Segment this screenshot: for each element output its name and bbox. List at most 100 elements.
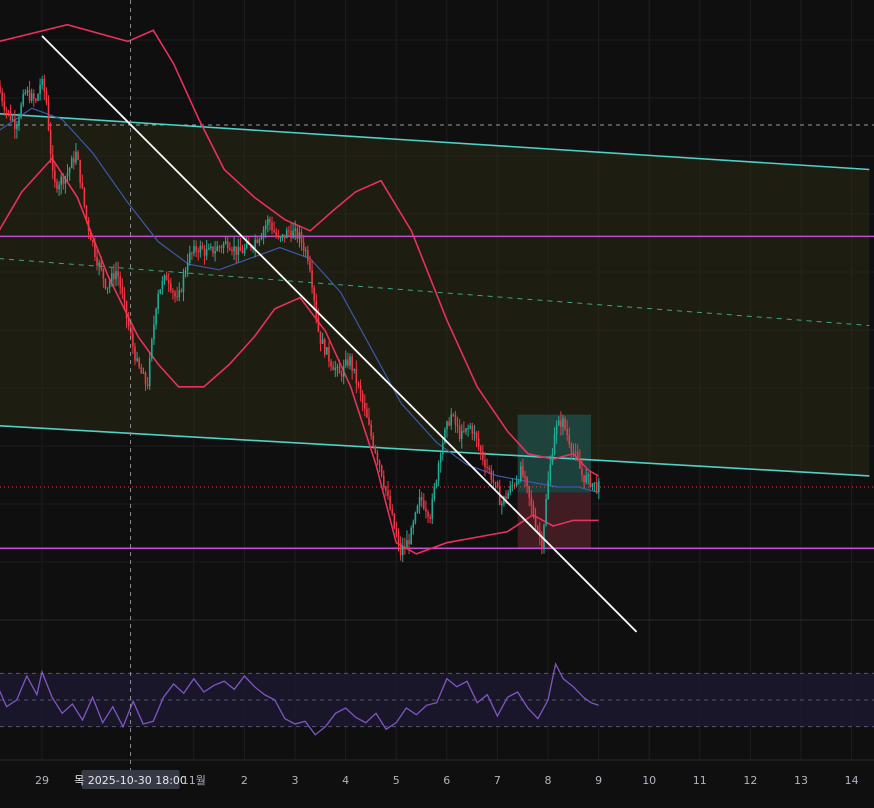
candle-body <box>262 229 265 237</box>
candle-body <box>176 296 178 298</box>
candle-body <box>441 442 444 455</box>
candle-body <box>292 230 294 238</box>
candle-body <box>595 482 598 492</box>
candle-body <box>532 505 535 517</box>
candle-body <box>378 460 381 466</box>
candle-body <box>22 93 25 105</box>
candle-body <box>598 481 600 492</box>
trendline[interactable] <box>41 35 638 633</box>
bollinger-upper <box>0 23 599 477</box>
candle-body <box>260 236 263 240</box>
descending-trendline[interactable] <box>41 35 638 633</box>
candle-body <box>372 435 375 447</box>
time-axis-tick-label: 11 <box>693 774 707 787</box>
candle-body <box>180 290 183 292</box>
candle-body <box>526 477 528 487</box>
channel-lower-line[interactable] <box>0 425 870 477</box>
candle-body <box>18 117 20 126</box>
candle-body <box>444 429 446 443</box>
candle-body <box>486 466 488 468</box>
candle-body <box>437 463 440 481</box>
candle-body <box>332 366 334 371</box>
channel-upper-line[interactable] <box>0 113 870 171</box>
candle-body <box>132 333 134 347</box>
candle-body <box>496 482 499 488</box>
candle-body <box>545 499 547 525</box>
candle-body <box>439 454 442 464</box>
candle-body <box>113 273 115 280</box>
candle-body <box>410 527 412 545</box>
time-axis-tick-label: 7 <box>494 774 501 787</box>
candle-body <box>43 79 46 92</box>
candle-body <box>178 290 181 298</box>
crosshair: 목 2025-10-30 18:00 <box>74 0 187 789</box>
candle-body <box>446 421 448 430</box>
candle-body <box>39 85 41 95</box>
candle-body <box>165 275 168 281</box>
candle-body <box>20 104 22 118</box>
candle-body <box>304 250 307 252</box>
candle-body <box>564 418 566 429</box>
candle-body <box>294 228 297 231</box>
candle-body <box>159 289 162 294</box>
candle-body <box>387 490 389 496</box>
candle-body <box>568 435 571 445</box>
candle-body <box>465 428 467 432</box>
horizontal-levels[interactable] <box>0 124 874 550</box>
candle-body <box>256 239 259 243</box>
candle-body <box>267 218 269 226</box>
candle-body <box>433 486 436 499</box>
candle-body <box>328 347 330 362</box>
candle-body <box>273 230 275 233</box>
time-axis-tick-label: 9 <box>595 774 602 787</box>
candle-body <box>197 251 200 253</box>
candle-body <box>58 184 60 190</box>
time-axis-tick-label: 10 <box>642 774 656 787</box>
candle-body <box>528 486 531 498</box>
candle-body <box>28 90 31 101</box>
candle-body <box>302 242 305 251</box>
candle-body <box>536 526 539 531</box>
candle-body <box>151 339 153 359</box>
candle-body <box>420 497 423 501</box>
candle-body <box>482 451 484 460</box>
candle-body <box>505 496 507 499</box>
candle-body <box>172 290 174 293</box>
time-axis-tick-label: 6 <box>443 774 450 787</box>
candle-body <box>264 225 267 230</box>
candle-body <box>157 293 159 309</box>
candle-body <box>380 465 383 477</box>
candle-body <box>186 262 189 271</box>
candle-body <box>233 246 235 252</box>
candle-body <box>0 85 1 93</box>
candle-body <box>342 365 345 377</box>
candle-body <box>188 252 191 263</box>
candle-body <box>353 368 356 371</box>
candle-body <box>207 248 210 250</box>
candle-body <box>401 546 404 555</box>
parallel-channel[interactable] <box>0 113 870 477</box>
candle-body <box>163 275 166 281</box>
candle-body <box>313 287 315 301</box>
candle-body <box>148 358 151 387</box>
candle-body <box>319 331 322 344</box>
candle-body <box>224 241 227 244</box>
candle-body <box>54 170 56 183</box>
candle-body <box>321 339 324 344</box>
candle-body <box>591 483 594 488</box>
candle-body <box>104 278 107 289</box>
candle-body <box>524 475 526 478</box>
candle-body <box>414 512 417 523</box>
candle-body <box>14 119 16 130</box>
candle-body <box>534 516 537 527</box>
candle-body <box>511 485 514 487</box>
candle-body <box>51 154 54 171</box>
candle-body <box>214 251 216 254</box>
time-axis-tick-label: 2 <box>241 774 248 787</box>
candle-body <box>501 503 503 506</box>
candle-body <box>345 359 347 366</box>
candle-body <box>37 94 39 101</box>
time-axis-tick-label: 5 <box>393 774 400 787</box>
